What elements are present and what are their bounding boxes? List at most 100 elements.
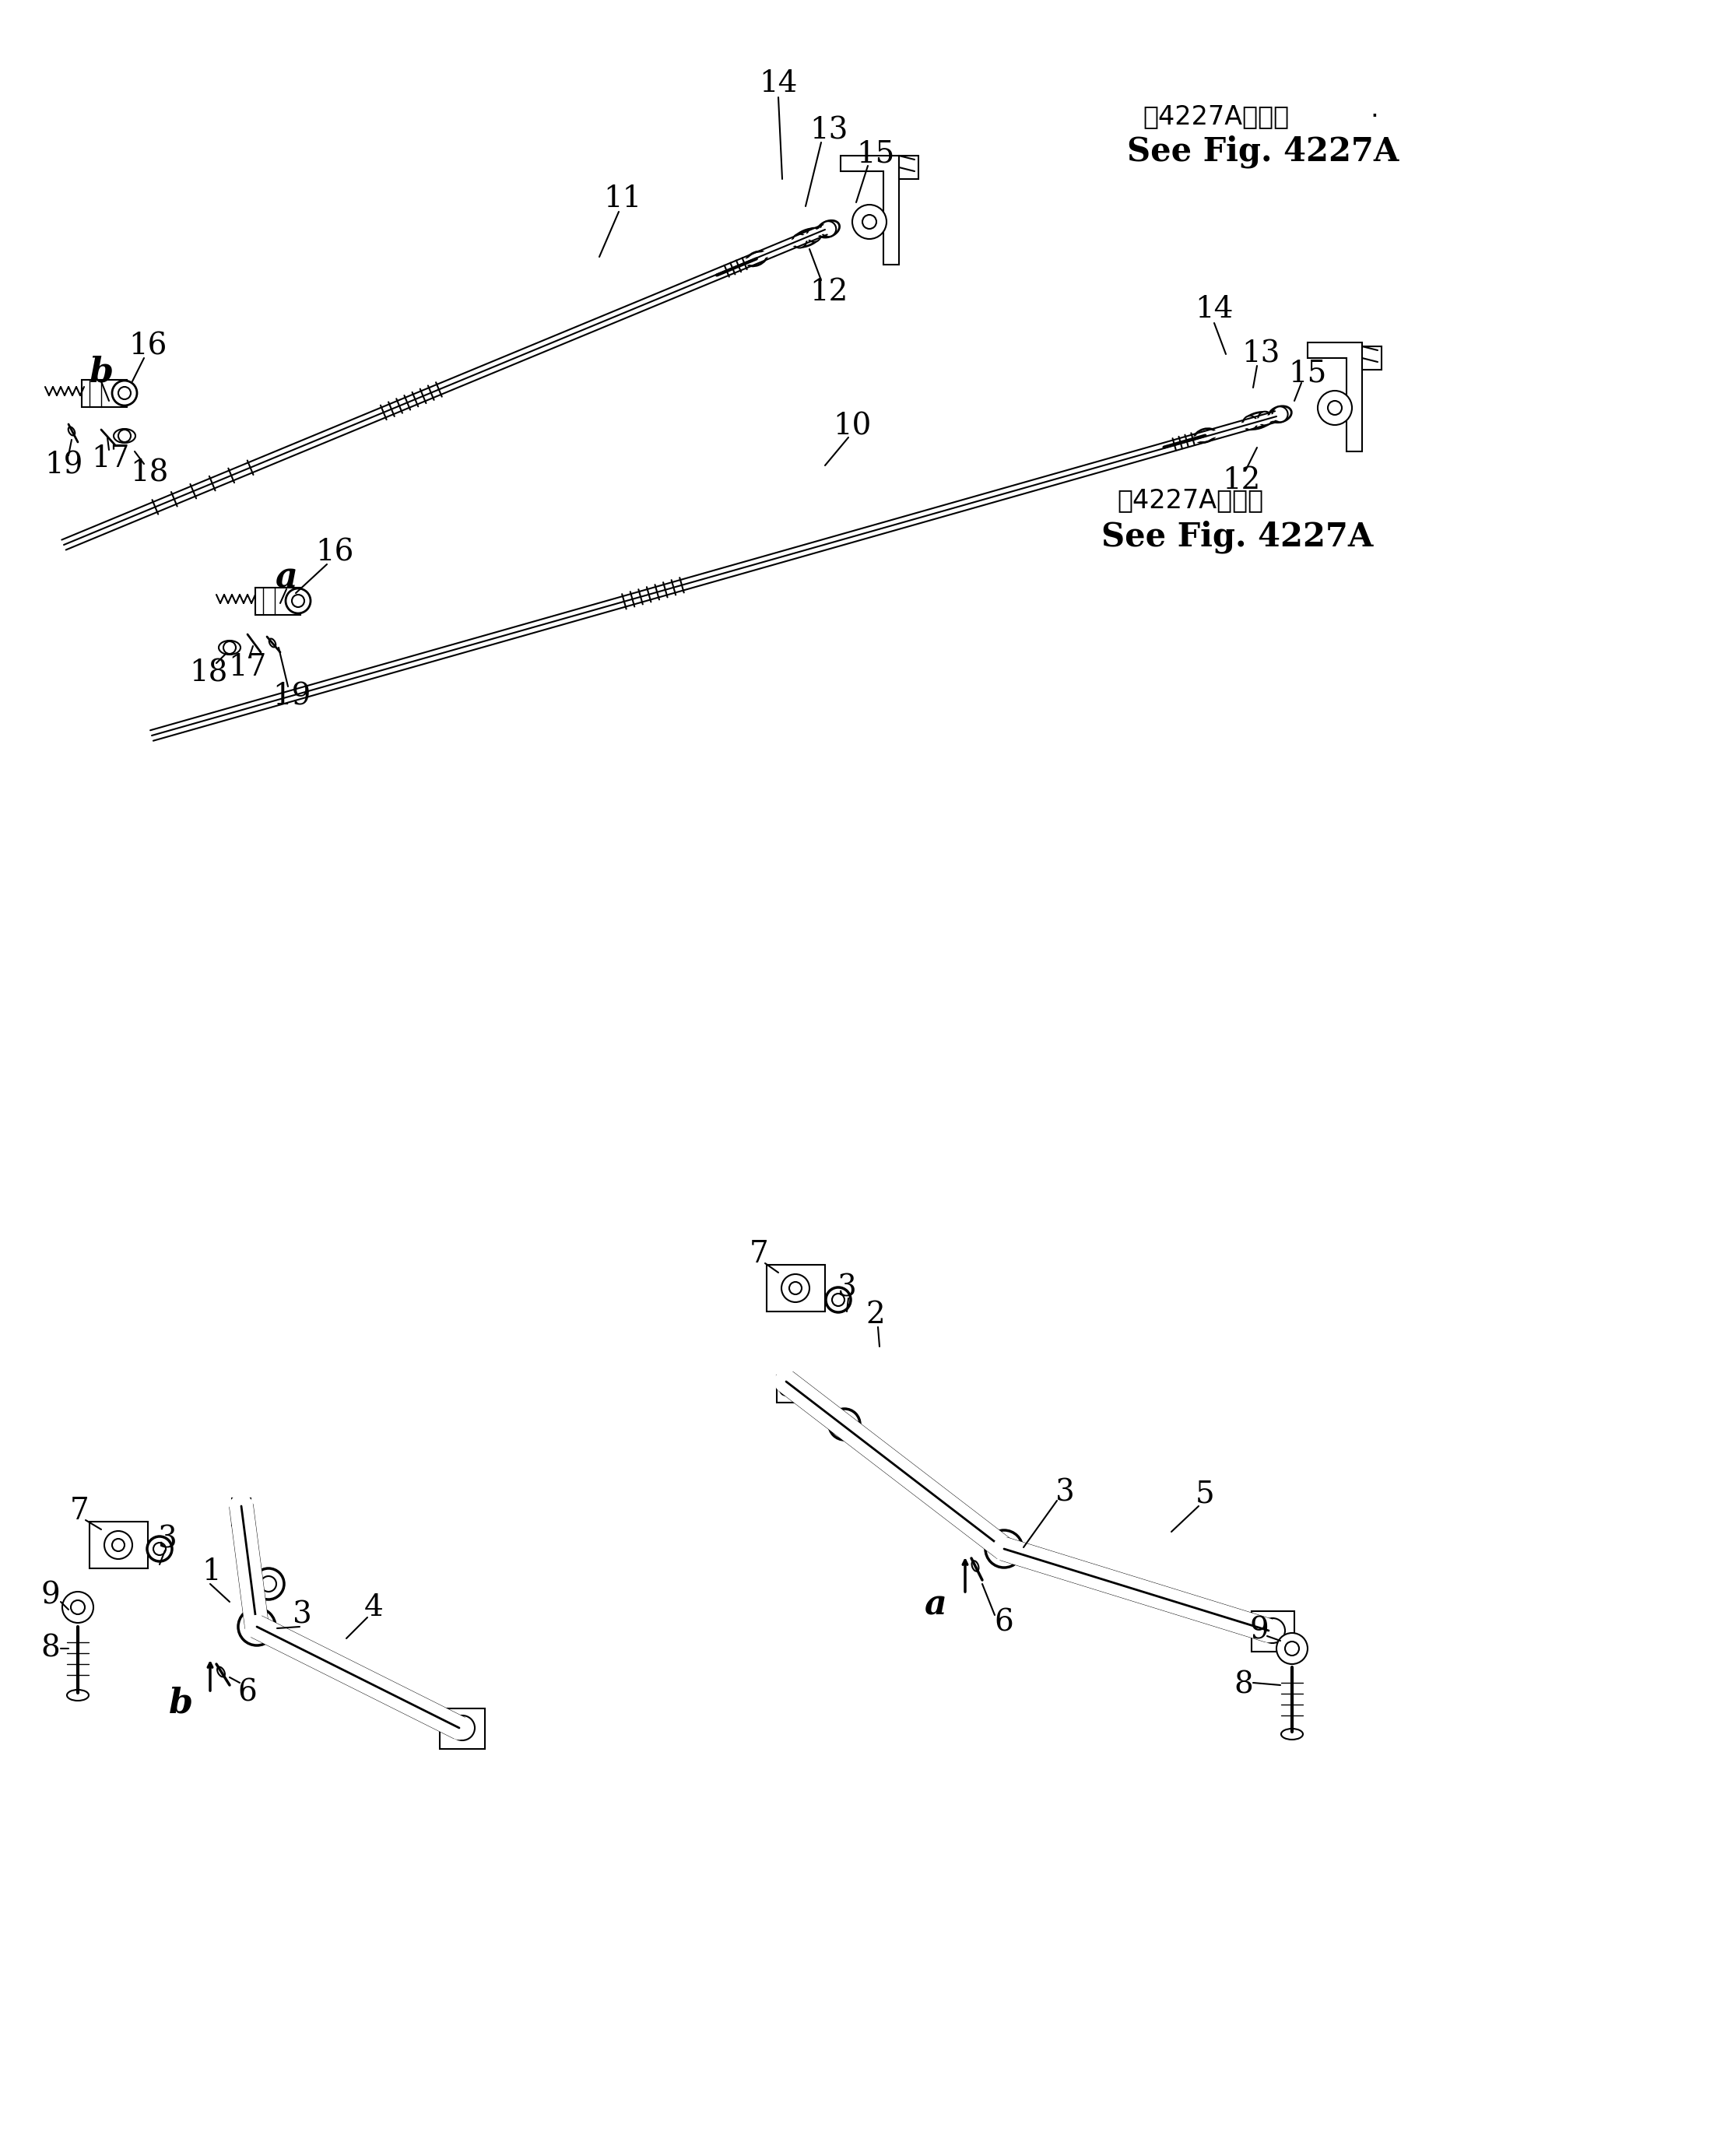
- Text: 4: 4: [364, 1593, 383, 1621]
- Circle shape: [286, 589, 310, 612]
- Bar: [1362, 347, 1381, 369]
- Circle shape: [153, 1544, 166, 1554]
- Polygon shape: [1307, 343, 1362, 451]
- Circle shape: [224, 640, 236, 653]
- Circle shape: [986, 1531, 1022, 1567]
- Circle shape: [260, 1576, 276, 1591]
- Text: 6: 6: [238, 1680, 257, 1708]
- Text: 14: 14: [759, 69, 798, 99]
- Circle shape: [119, 429, 131, 442]
- Circle shape: [1327, 401, 1341, 414]
- Circle shape: [71, 1600, 84, 1615]
- Text: 13: 13: [1241, 341, 1281, 369]
- Text: 5: 5: [1195, 1479, 1214, 1509]
- Circle shape: [826, 1287, 850, 1313]
- Text: 14: 14: [1195, 295, 1233, 323]
- Text: 8: 8: [1234, 1671, 1253, 1699]
- Circle shape: [995, 1539, 1014, 1559]
- Circle shape: [450, 1716, 474, 1740]
- Circle shape: [1260, 1619, 1284, 1643]
- Text: 3: 3: [293, 1600, 312, 1630]
- Text: 19: 19: [45, 451, 83, 481]
- Text: 12: 12: [1222, 466, 1260, 496]
- Text: 18: 18: [131, 459, 169, 487]
- Ellipse shape: [972, 1561, 979, 1572]
- Circle shape: [457, 1723, 467, 1733]
- Circle shape: [821, 222, 836, 237]
- Circle shape: [112, 1539, 124, 1550]
- Text: See Fig. 4227A: See Fig. 4227A: [1102, 520, 1374, 554]
- Text: 第4227A図参照: 第4227A図参照: [1143, 103, 1290, 129]
- Bar: [90, 1522, 148, 1567]
- Text: 11: 11: [603, 183, 641, 213]
- Ellipse shape: [67, 1690, 88, 1701]
- Text: 7: 7: [750, 1240, 769, 1270]
- Bar: [233, 1498, 250, 1526]
- Text: 17: 17: [91, 444, 129, 474]
- Text: a: a: [924, 1589, 946, 1621]
- Text: 1: 1: [202, 1559, 221, 1587]
- Circle shape: [1317, 390, 1352, 425]
- Ellipse shape: [1269, 405, 1291, 423]
- Circle shape: [62, 1591, 93, 1623]
- Ellipse shape: [69, 427, 74, 436]
- Circle shape: [833, 1294, 845, 1307]
- Polygon shape: [841, 155, 898, 265]
- Text: 2: 2: [865, 1300, 884, 1330]
- Text: 第4227A図参照: 第4227A図参照: [1117, 487, 1264, 513]
- Circle shape: [1259, 412, 1272, 425]
- Text: 13: 13: [810, 116, 848, 144]
- Text: 16: 16: [315, 539, 353, 567]
- Bar: [440, 1708, 484, 1749]
- Circle shape: [119, 386, 131, 399]
- Bar: [81, 379, 128, 407]
- Circle shape: [253, 1567, 284, 1600]
- Text: 16: 16: [129, 332, 167, 360]
- Ellipse shape: [269, 638, 276, 647]
- Text: a: a: [276, 561, 298, 595]
- Text: b: b: [90, 356, 114, 388]
- Bar: [767, 1266, 826, 1311]
- Circle shape: [790, 1283, 802, 1294]
- Circle shape: [147, 1537, 172, 1561]
- Ellipse shape: [791, 229, 821, 248]
- Text: 9: 9: [41, 1580, 60, 1611]
- Ellipse shape: [1243, 412, 1272, 429]
- Circle shape: [1284, 1641, 1298, 1656]
- Text: 3: 3: [1055, 1479, 1074, 1507]
- Circle shape: [779, 1384, 793, 1395]
- Circle shape: [1243, 416, 1257, 429]
- Circle shape: [248, 1617, 265, 1636]
- Circle shape: [1272, 407, 1288, 423]
- Text: 9: 9: [1250, 1617, 1269, 1645]
- Text: 8: 8: [41, 1634, 60, 1662]
- Circle shape: [836, 1416, 852, 1432]
- Ellipse shape: [1281, 1729, 1303, 1740]
- Circle shape: [103, 1531, 133, 1559]
- Circle shape: [1267, 1626, 1277, 1636]
- Text: 15: 15: [857, 140, 895, 168]
- Circle shape: [781, 1274, 810, 1302]
- Ellipse shape: [217, 1667, 224, 1677]
- Circle shape: [238, 1608, 276, 1645]
- Text: 12: 12: [810, 278, 848, 306]
- Circle shape: [807, 229, 821, 241]
- Text: 10: 10: [833, 412, 872, 442]
- Text: 15: 15: [1288, 360, 1327, 388]
- Ellipse shape: [817, 220, 840, 237]
- Text: 19: 19: [272, 681, 310, 711]
- Circle shape: [852, 205, 886, 239]
- Circle shape: [112, 382, 136, 405]
- Ellipse shape: [114, 429, 136, 442]
- Circle shape: [829, 1408, 860, 1440]
- Text: 6: 6: [995, 1608, 1014, 1636]
- Text: 3: 3: [157, 1524, 178, 1554]
- Bar: [255, 589, 300, 614]
- Text: ·: ·: [1371, 103, 1377, 129]
- Text: 3: 3: [838, 1274, 857, 1302]
- Text: 7: 7: [69, 1496, 90, 1526]
- Circle shape: [234, 1509, 248, 1522]
- Ellipse shape: [219, 640, 241, 655]
- Text: 18: 18: [190, 660, 228, 688]
- Ellipse shape: [1195, 429, 1215, 442]
